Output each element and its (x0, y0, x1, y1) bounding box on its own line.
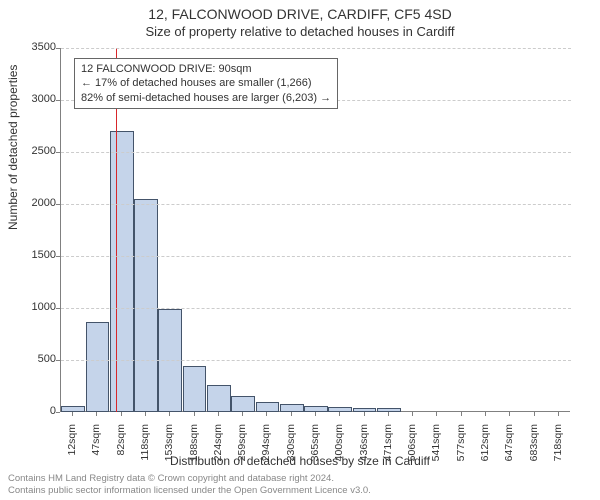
xtick-mark (242, 412, 243, 416)
xtick-mark (266, 412, 267, 416)
ytick-label: 0 (16, 405, 56, 417)
gridline (61, 204, 571, 205)
xtick-label: 153sqm (163, 424, 175, 484)
xtick-label: 612sqm (479, 424, 491, 484)
annotation-box: 12 FALCONWOOD DRIVE: 90sqm ← 17% of deta… (74, 58, 338, 109)
xtick-label: 436sqm (358, 424, 370, 484)
xtick-mark (558, 412, 559, 416)
annotation-line-1: 12 FALCONWOOD DRIVE: 90sqm (81, 62, 331, 76)
ytick-mark (56, 204, 60, 205)
bar (207, 385, 231, 412)
ytick-mark (56, 48, 60, 49)
xtick-label: 541sqm (430, 424, 442, 484)
xtick-mark (485, 412, 486, 416)
xtick-mark (509, 412, 510, 416)
xtick-mark (339, 412, 340, 416)
xtick-mark (461, 412, 462, 416)
ytick-label: 500 (16, 353, 56, 365)
xtick-label: 188sqm (188, 424, 200, 484)
xtick-label: 12sqm (66, 424, 78, 484)
xtick-mark (315, 412, 316, 416)
ytick-label: 2500 (16, 145, 56, 157)
xtick-label: 330sqm (285, 424, 297, 484)
gridline (61, 256, 571, 257)
xtick-label: 47sqm (90, 424, 102, 484)
gridline (61, 360, 571, 361)
ytick-mark (56, 360, 60, 361)
gridline (61, 152, 571, 153)
footer-line-2: Contains public sector information licen… (8, 485, 371, 496)
bar (280, 404, 304, 412)
xtick-mark (169, 412, 170, 416)
xtick-label: 718sqm (552, 424, 564, 484)
xtick-mark (96, 412, 97, 416)
annotation-line-2: ← 17% of detached houses are smaller (1,… (81, 76, 331, 90)
ytick-label: 3000 (16, 93, 56, 105)
ytick-mark (56, 412, 60, 413)
ytick-mark (56, 152, 60, 153)
bar (134, 199, 158, 412)
ytick-label: 1000 (16, 301, 56, 313)
xtick-mark (364, 412, 365, 416)
xtick-mark (534, 412, 535, 416)
xtick-mark (72, 412, 73, 416)
xtick-mark (291, 412, 292, 416)
xtick-mark (388, 412, 389, 416)
xtick-mark (218, 412, 219, 416)
gridline (61, 308, 571, 309)
xtick-label: 82sqm (115, 424, 127, 484)
xtick-label: 471sqm (382, 424, 394, 484)
bar (256, 402, 280, 412)
bar (86, 322, 110, 412)
bar (231, 396, 255, 412)
xtick-label: 647sqm (503, 424, 515, 484)
chart-title-sub: Size of property relative to detached ho… (0, 24, 600, 39)
xtick-label: 224sqm (212, 424, 224, 484)
ytick-mark (56, 256, 60, 257)
xtick-label: 577sqm (455, 424, 467, 484)
ytick-label: 1500 (16, 249, 56, 261)
xtick-mark (194, 412, 195, 416)
bar (183, 366, 207, 412)
xtick-label: 259sqm (236, 424, 248, 484)
annotation-line-3: 82% of semi-detached houses are larger (… (81, 91, 331, 105)
ytick-mark (56, 308, 60, 309)
xtick-label: 400sqm (333, 424, 345, 484)
ytick-label: 2000 (16, 197, 56, 209)
ytick-label: 3500 (16, 41, 56, 53)
bar (110, 131, 134, 412)
xtick-mark (145, 412, 146, 416)
xtick-label: 118sqm (139, 424, 151, 484)
xtick-mark (412, 412, 413, 416)
gridline (61, 48, 571, 49)
xtick-label: 506sqm (406, 424, 418, 484)
xtick-label: 294sqm (260, 424, 272, 484)
ytick-mark (56, 100, 60, 101)
xtick-label: 365sqm (309, 424, 321, 484)
bar (377, 408, 401, 412)
xtick-mark (436, 412, 437, 416)
xtick-mark (121, 412, 122, 416)
chart-title-main: 12, FALCONWOOD DRIVE, CARDIFF, CF5 4SD (0, 6, 600, 22)
chart-container: 12, FALCONWOOD DRIVE, CARDIFF, CF5 4SD S… (0, 0, 600, 500)
xtick-label: 683sqm (528, 424, 540, 484)
